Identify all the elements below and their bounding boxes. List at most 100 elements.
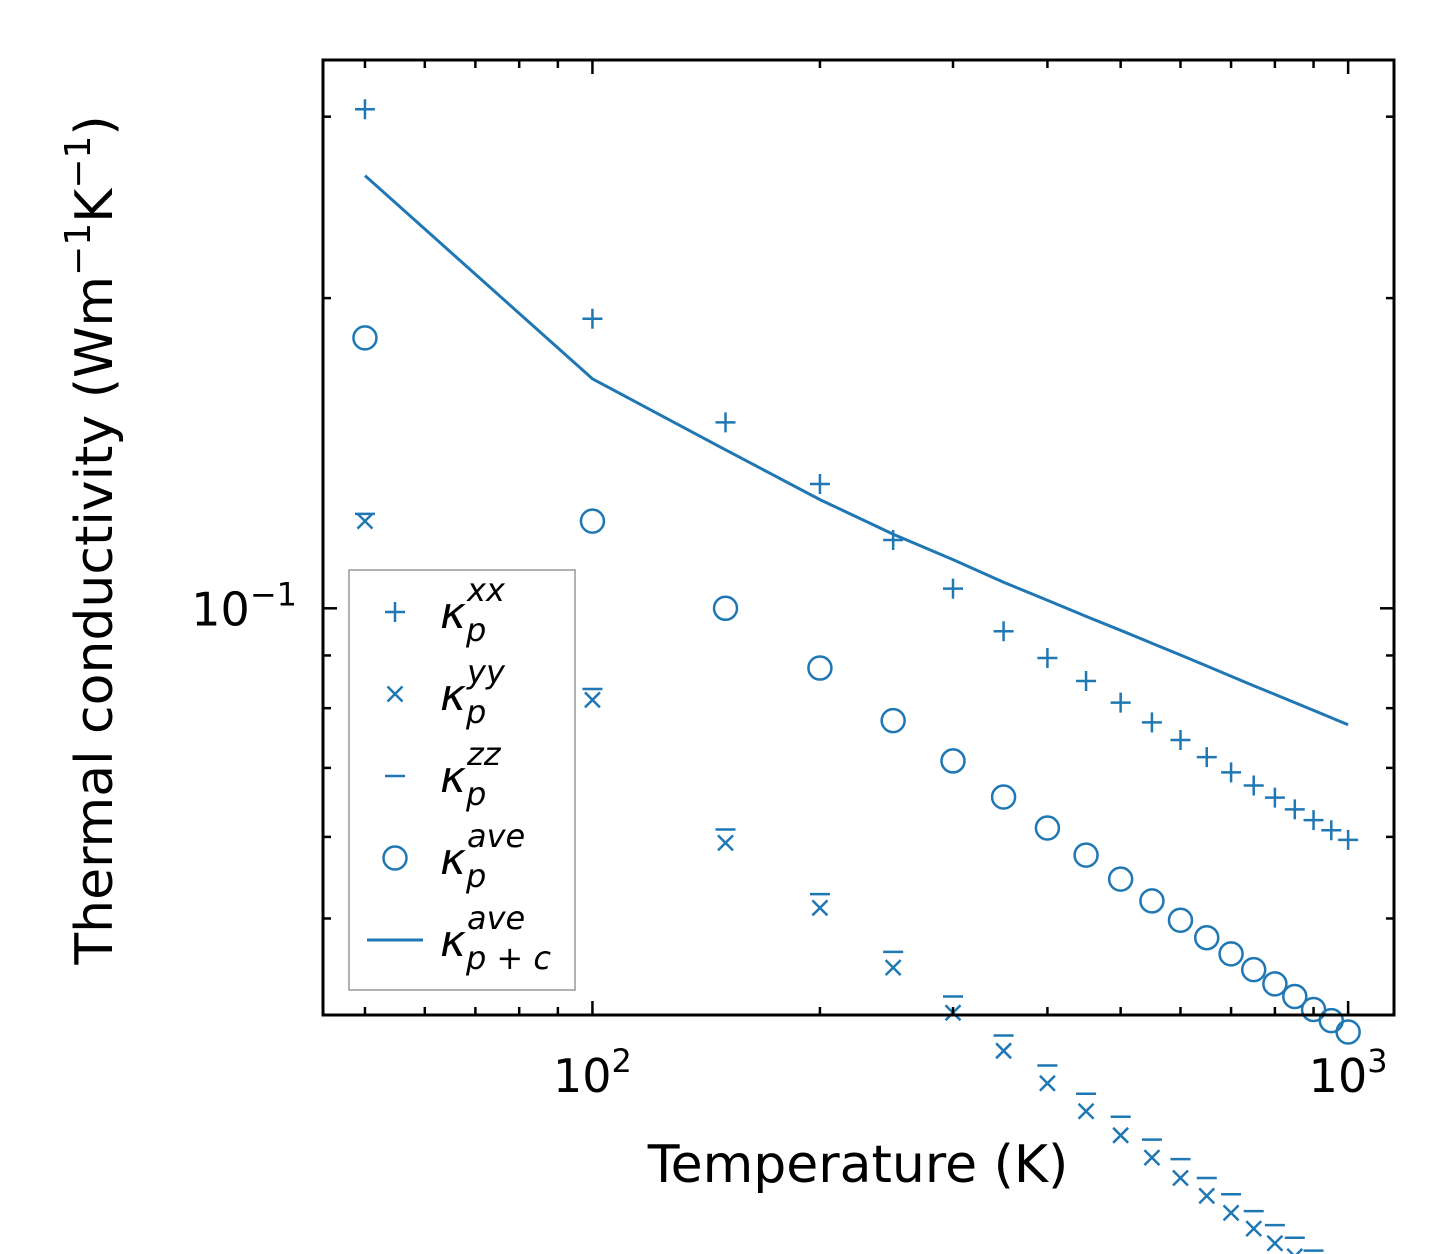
x-tick-exp: 3 [1367,1042,1387,1080]
legend-box [348,569,576,991]
legend-base: κ [440,916,466,967]
legend-sup: zz [466,735,502,773]
data-point-kappa_p_xx [1338,829,1359,850]
data-point-kappa_p_xx [993,621,1014,642]
data-point-kappa_p_xx [582,308,603,329]
data-point-kappa_p_ave [1034,815,1061,841]
legend-sub: p [465,775,486,813]
legend-base: κ [440,588,466,639]
data-point-kappa_p_ave [880,707,906,734]
data-point-kappa_p_yy [356,512,374,530]
x-tick-label: 103 [1309,1042,1388,1103]
data-point-kappa_p_ave [352,325,378,351]
series-line-kappa_pc_ave [364,174,1349,727]
x-axis-label: Temperature (K) [647,1135,1069,1195]
legend-label: κpave [440,817,525,895]
data-point-kappa_p_xx [1196,747,1217,768]
data-point-kappa_p_xx [1037,647,1058,668]
data-point-kappa_p_yy [1077,1102,1095,1120]
series-kappa_p_ave [352,325,1361,1045]
data-point-kappa_p_ave [990,784,1017,810]
x-tick-exp: 2 [612,1042,632,1080]
data-point-kappa_p_ave [1318,1007,1345,1034]
legend-sup: ave [467,817,525,855]
legend-marker [385,602,405,622]
data-point-kappa_p_xx [1284,799,1305,820]
data-point-kappa_p_yy [1198,1187,1216,1205]
legend-base: κ [440,834,466,885]
data-point-kappa_p_yy [1112,1126,1130,1144]
data-point-kappa_p_xx [1264,787,1285,808]
data-point-kappa_p_yy [1222,1204,1240,1222]
data-point-kappa_p_xx [1303,810,1324,831]
axis-ticks [323,60,1394,1015]
legend-sup: ave [467,899,525,937]
legend-sub: p [465,857,486,895]
legend-base: κ [440,670,466,721]
data-point-kappa_p_xx [942,578,963,599]
y-label-mid: K [65,187,125,223]
y-tick-exp: −1 [250,575,297,613]
data-point-kappa_p_yy [1266,1234,1284,1252]
y-tick-base: 10 [191,582,250,636]
data-point-kappa_p_yy [1143,1149,1161,1167]
x-tick-base: 10 [553,1049,612,1103]
data-point-kappa_p_yy [584,691,601,709]
y-label-sup1: −1 [58,223,99,276]
legend-sup: yy [466,653,506,691]
legend-entry: κpzz [385,735,502,813]
data-point-kappa_p_yy [884,959,902,977]
legend-entry: κpave [382,817,525,895]
legend-sup: xx [466,571,506,609]
legend-sub: p [465,693,486,731]
data-point-kappa_p_ave [1194,924,1220,951]
data-point-kappa_p_ave [712,595,739,622]
data-point-kappa_p_ave [940,748,966,774]
x-tick-label: 102 [553,1042,632,1103]
data-point-kappa_p_ave [807,655,833,681]
legend-sub: p [465,611,486,649]
legend-base: κ [440,752,466,803]
y-label-main: Thermal conductivity (Wm [65,276,125,966]
legend-entry: κpxx [385,571,506,649]
legend-entry: κpyy [386,653,506,731]
plot-marks [352,99,1361,1254]
data-point-kappa_p_xx [1110,692,1131,713]
y-label-sup2: −1 [58,136,99,189]
legend-label: κpyy [440,653,506,731]
data-point-kappa_p_yy [995,1042,1012,1060]
data-point-kappa_p_ave [579,508,606,534]
data-point-kappa_p_yy [717,834,734,852]
data-point-kappa_p_yy [1039,1074,1056,1092]
data-point-kappa_p_xx [1170,730,1191,751]
data-point-kappa_p_yy [1245,1220,1263,1238]
data-point-kappa_p_xx [1321,820,1342,841]
series-kappa_pc_ave [364,174,1349,727]
legend-label: κpzz [440,735,502,813]
data-point-kappa_p_xx [1243,775,1264,796]
data-point-kappa_p_yy [1286,1247,1304,1254]
data-point-kappa_p_ave [1262,971,1288,997]
data-point-kappa_p_xx [1221,762,1242,783]
data-point-kappa_p_ave [1139,888,1165,914]
legend-label: κp + cave [440,899,551,977]
legend-marker [382,845,408,871]
legend-label: κpxx [440,571,506,649]
data-point-kappa_p_ave [1335,1019,1361,1045]
data-point-kappa_p_yy [811,899,829,917]
data-point-kappa_p_ave [1240,956,1267,983]
data-point-kappa_p_xx [1141,712,1162,733]
data-point-kappa_p_xx [1076,671,1097,692]
data-point-kappa_p_xx [715,412,736,433]
data-point-kappa_p_ave [1167,907,1194,934]
data-point-kappa_p_ave [1282,983,1308,1010]
y-axis-label: Thermal conductivity (Wm−1K−1) [58,115,125,965]
data-point-kappa_p_yy [1172,1169,1189,1187]
data-point-kappa_p_ave [1073,842,1099,868]
y-tick-label: 10−1 [191,575,297,636]
y-label-end: ) [65,115,125,135]
data-point-kappa_p_ave [1107,866,1134,892]
data-point-kappa_p_ave [1218,941,1244,967]
